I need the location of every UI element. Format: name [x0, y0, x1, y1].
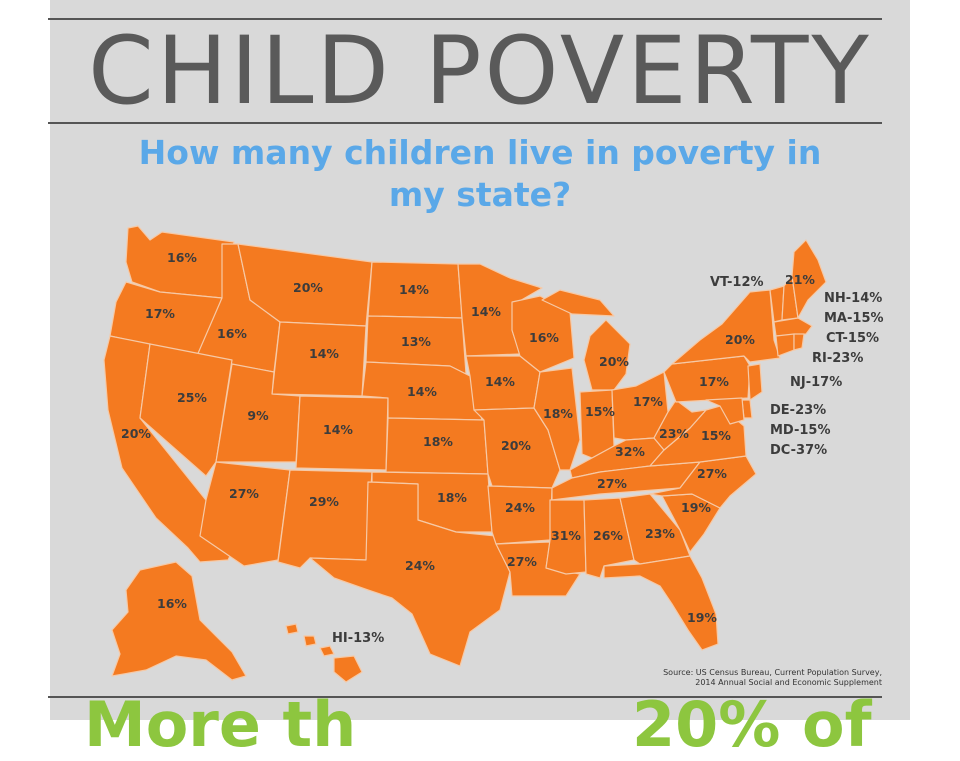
label-oh: 17% [633, 394, 663, 409]
label-ca: 20% [121, 426, 151, 441]
state-hi-4[interactable] [333, 655, 363, 683]
us-map: 16% 17% 20% 16% 25% 20% 14% 9% 14% 27% 2… [103, 225, 884, 683]
state-hi-3[interactable] [319, 645, 335, 657]
top-rule [48, 18, 882, 20]
label-fl: 19% [687, 610, 717, 625]
label-nc: 27% [697, 466, 727, 481]
label-nd: 14% [399, 282, 429, 297]
label-mn: 14% [471, 304, 501, 319]
label-in: 15% [585, 404, 615, 419]
state-tx[interactable] [309, 481, 511, 667]
label-ar: 24% [505, 500, 535, 515]
label-mt: 20% [293, 280, 323, 295]
label-ok: 18% [437, 490, 467, 505]
state-ri[interactable] [793, 333, 805, 351]
source-note: Source: US Census Bureau, Current Popula… [610, 668, 882, 688]
callout-de: DE-23% [770, 403, 826, 418]
label-al: 26% [593, 528, 623, 543]
state-ak[interactable] [111, 561, 247, 681]
label-ak: 16% [157, 596, 187, 611]
label-il: 18% [543, 406, 573, 421]
callout-md: MD-15% [770, 423, 830, 438]
state-me[interactable] [791, 239, 827, 319]
teaser-right-text: 20% of [632, 688, 872, 761]
state-hi-2[interactable] [303, 635, 317, 647]
state-mi[interactable] [583, 319, 631, 391]
callout-hi: HI-13% [332, 631, 384, 646]
state-wv[interactable] [653, 399, 707, 451]
source-line-2: 2014 Annual Social and Economic Suppleme… [695, 678, 882, 687]
label-nv: 25% [177, 390, 207, 405]
source-line-1: Source: US Census Bureau, Current Popula… [663, 668, 882, 677]
state-ct[interactable] [775, 333, 795, 357]
label-co: 14% [323, 422, 353, 437]
label-nm: 29% [309, 494, 339, 509]
label-ne: 14% [407, 384, 437, 399]
label-mo: 20% [501, 438, 531, 453]
label-wv: 23% [659, 426, 689, 441]
state-nm[interactable] [277, 469, 373, 569]
label-tn: 27% [597, 476, 627, 491]
label-mi: 20% [599, 354, 629, 369]
state-mi-up[interactable] [541, 289, 615, 317]
callout-nh: NH-14% [824, 291, 882, 306]
label-sc: 19% [681, 500, 711, 515]
label-ky: 32% [615, 444, 645, 459]
label-pa: 17% [699, 374, 729, 389]
label-az: 27% [229, 486, 259, 501]
title-rule [48, 122, 882, 124]
state-nv[interactable] [139, 343, 233, 477]
label-wy: 14% [309, 346, 339, 361]
callout-ma: MA-15% [824, 311, 884, 326]
label-sd: 13% [401, 334, 431, 349]
label-ks: 18% [423, 434, 453, 449]
label-id: 16% [217, 326, 247, 341]
label-me: 21% [785, 272, 815, 287]
bottom-rule [48, 696, 882, 698]
state-in[interactable] [579, 389, 615, 459]
label-wa: 16% [167, 250, 197, 265]
state-il[interactable] [533, 367, 581, 471]
state-hi-1[interactable] [285, 623, 299, 635]
label-ia: 14% [485, 374, 515, 389]
label-la: 27% [507, 554, 537, 569]
label-ms: 31% [551, 528, 581, 543]
callout-vt: VT-12% [710, 275, 764, 290]
label-ny: 20% [725, 332, 755, 347]
state-ar[interactable] [487, 485, 553, 545]
state-ny[interactable] [671, 289, 781, 365]
callout-ri: RI-23% [812, 351, 863, 366]
label-wi: 16% [529, 330, 559, 345]
headline: CHILD POVERTY [88, 17, 872, 126]
state-nj[interactable] [747, 363, 763, 401]
subtitle: How many children live in poverty in my … [138, 133, 822, 214]
state-fl[interactable] [603, 555, 719, 651]
label-tx: 24% [405, 558, 435, 573]
label-or: 17% [145, 306, 175, 321]
callout-dc: DC-37% [770, 443, 827, 458]
state-md[interactable] [705, 397, 745, 425]
callout-nj: NJ-17% [790, 375, 842, 390]
callout-ct: CT-15% [826, 331, 879, 346]
label-va: 15% [701, 428, 731, 443]
label-ut: 9% [247, 408, 269, 423]
state-ma[interactable] [773, 317, 813, 337]
label-ga: 23% [645, 526, 675, 541]
teaser-left-text: More th [84, 688, 357, 761]
